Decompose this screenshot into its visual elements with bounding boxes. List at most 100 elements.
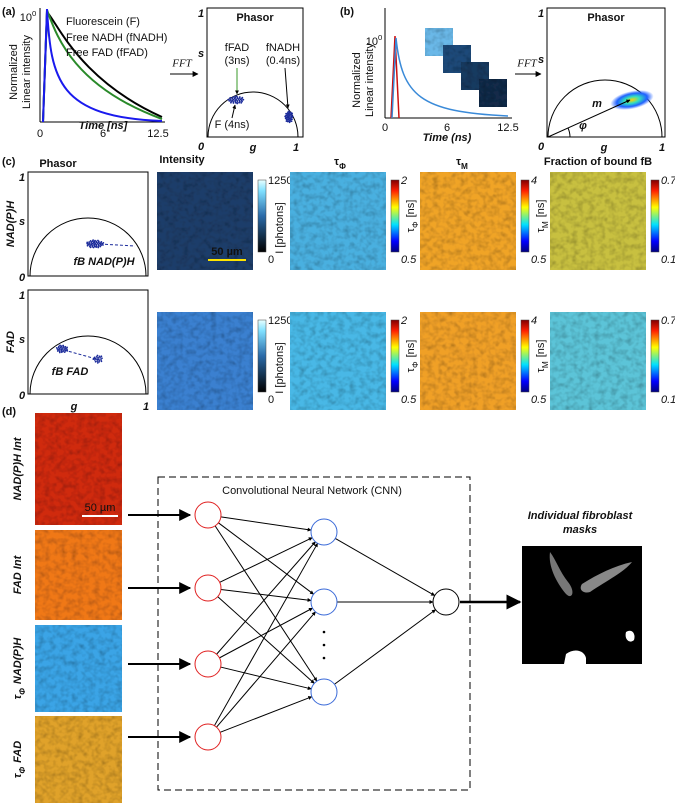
colorbar [390,179,400,253]
column-header: τΦ [334,156,346,171]
origin-label: 0 [19,272,26,284]
colorbar-label-part: [ns] [535,340,547,358]
connection [220,666,312,691]
phasor-cluster [57,345,60,348]
input-label-part: NAD(P)H Int [12,436,24,500]
phasor-cluster [285,112,288,115]
y-axis-label: s [198,48,204,60]
phasor-cluster [60,349,63,352]
column-header-part: τ [456,156,461,168]
y-max-label: 100 [20,9,37,24]
connection [217,596,315,684]
colorbar-label-part: τ [405,227,417,232]
phasor-cluster [60,351,63,354]
x-tick-label: 1 [143,401,149,413]
colorbar [520,319,530,393]
phasor-cluster [284,117,287,120]
y-axis-label: Normalized [351,52,363,108]
colorbar-label-part: [ns] [535,200,547,218]
colorbar-min: 0.5 [401,254,417,266]
phasor-cluster [102,241,105,244]
phasor-cluster [284,115,287,118]
phasor-cluster [94,242,97,245]
input-image [35,413,122,525]
phasor-cluster [86,244,89,247]
colorbar [650,319,660,393]
phasor-cluster [92,246,95,249]
connection [219,696,313,733]
y-tick-label: 1 [538,8,544,20]
legend-entry: Free FAD (fFAD) [66,47,148,59]
x-tick-label: 6 [100,128,106,140]
phasor-cluster [239,98,242,101]
hidden-node [310,678,338,706]
input-label-part: τ [12,773,24,778]
y-axis-label: Normalized [8,44,20,100]
phasor-cluster [95,355,98,358]
input-label: τΦ NAD(P)H [12,637,27,700]
phasor-cluster [55,346,58,349]
phasor-cluster [99,245,102,248]
decay-curve [42,9,163,123]
phasor-cluster [230,101,232,104]
phasor-cluster [96,354,99,357]
annotation: φ [579,120,587,132]
phasor-cluster [98,355,101,358]
connection [335,538,436,596]
x-axis-label: g [70,401,78,413]
colorbar-max: 1250 [268,175,292,187]
colorbar-min: 0.5 [531,254,547,266]
scale-bar-label: 50 µm [211,246,243,258]
connection [218,522,314,595]
x-tick-label: 12.5 [147,128,168,140]
input-node [194,650,222,678]
phasor-cluster [98,360,101,363]
y-tick-label: 1 [198,8,204,20]
fibroblast-mask [625,630,635,642]
network-title: Convolutional Neural Network (CNN) [222,485,402,497]
phasor-cluster [236,102,239,105]
input-label-part: τ [12,694,24,699]
phasor-box [27,289,149,395]
column-header-part: τ [334,156,339,168]
input-label-part: NAD(P)H [12,637,24,684]
input-label-part: FAD [12,741,24,763]
phasor-cluster [97,356,100,359]
phasor-cluster [62,344,65,347]
phasor-cluster [232,102,235,104]
origin-label: 0 [198,141,205,153]
phasor-cluster [291,115,294,118]
phasor-cluster [236,96,239,98]
colorbar-max: 0.7 [661,175,675,187]
x-axis-label: Time (ns) [423,132,472,144]
intensity-image [157,312,253,410]
fibroblast-mask [580,562,632,593]
phasor-cluster [291,112,294,115]
phasor-cluster [58,351,61,354]
phasor-cluster [228,99,231,102]
phase-arc [567,127,571,138]
annotation: fB NAD(P)H [73,256,135,268]
x-axis-label: Time [ns] [79,120,128,132]
column-header: Fraction of bound fB [544,156,652,168]
phasor-cluster [97,239,99,242]
phasor-box [27,171,149,277]
phasor-cluster [238,96,241,98]
phasor-cluster [291,118,293,121]
annotation-arrow [231,104,237,119]
phasor-cluster [86,242,89,245]
phasor-cluster [96,360,99,363]
input-label: τΦ FAD [12,741,27,778]
y-max-label-part: 0 [378,33,382,42]
phasor-cluster [95,240,98,243]
phasor-cluster [88,241,91,243]
y-max-label-part: 10 [366,36,378,48]
input-node [194,574,222,602]
colorbar-label-part: [ns] [405,340,417,358]
ellipsis-dot [322,630,326,634]
output-title: masks [563,524,597,536]
input-label-part: Φ [18,767,27,774]
phasor-cluster [227,98,230,101]
input-node [194,723,222,751]
input-label: FAD Int [12,554,24,594]
